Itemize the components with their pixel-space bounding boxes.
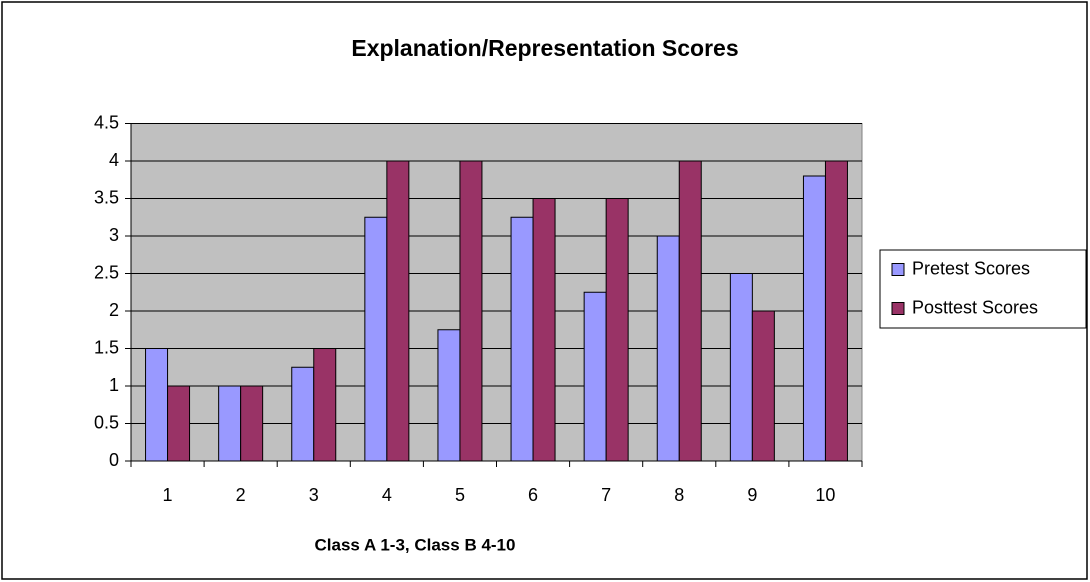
x-tick-label: 2 [236,485,246,505]
bar [605,198,629,462]
x-tick-label: 4 [382,485,392,505]
bar [510,216,534,462]
bar [678,160,702,462]
x-tick-label: 5 [455,485,465,505]
x-tick-label: 9 [747,485,757,505]
bar [437,329,461,462]
bar [240,385,264,462]
bar [386,160,410,462]
x-tick-label: 8 [674,485,684,505]
bar [291,366,315,462]
legend-box [879,249,1087,329]
bar [583,291,607,462]
x-tick-label: 3 [309,485,319,505]
bar [751,310,775,462]
y-tick-label: 2.5 [94,262,119,282]
y-tick-label: 4 [109,150,119,170]
x-tick-label: 1 [163,485,173,505]
y-tick-label: 3 [109,225,119,245]
y-tick-label: 1 [109,375,119,395]
legend-swatch [891,263,905,276]
bar [167,385,191,462]
legend-label: Pretest Scores [912,258,1030,278]
bar [802,175,826,462]
y-tick-label: 4.5 [94,112,119,132]
bar [656,235,680,462]
x-tick-label: 6 [528,485,538,505]
chart-title: Explanation/Representation Scores [351,35,738,61]
y-tick-label: 0.5 [94,412,119,432]
bar [459,160,483,462]
bar [532,198,556,462]
bar [313,348,337,462]
bar [729,273,753,462]
y-tick-label: 1.5 [94,337,119,357]
legend-label: Posttest Scores [912,297,1038,317]
x-tick-label: 10 [815,485,835,505]
x-tick-label: 7 [601,485,611,505]
y-tick-label: 3.5 [94,187,119,207]
bar [218,385,242,462]
x-axis-label: Class A 1-3, Class B 4-10 [315,535,516,554]
y-tick-label: 2 [109,300,119,320]
bar [824,160,848,462]
legend-swatch [891,302,905,315]
y-tick-label: 0 [109,450,119,470]
bar [364,216,388,462]
bar [145,348,169,462]
